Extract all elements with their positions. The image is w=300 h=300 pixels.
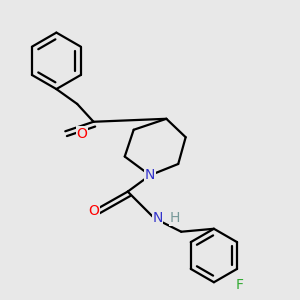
Text: H: H — [169, 212, 180, 225]
Text: N: N — [152, 212, 163, 225]
Text: O: O — [76, 127, 87, 141]
Text: N: N — [145, 168, 155, 182]
Text: F: F — [235, 278, 243, 292]
Text: O: O — [88, 204, 99, 218]
